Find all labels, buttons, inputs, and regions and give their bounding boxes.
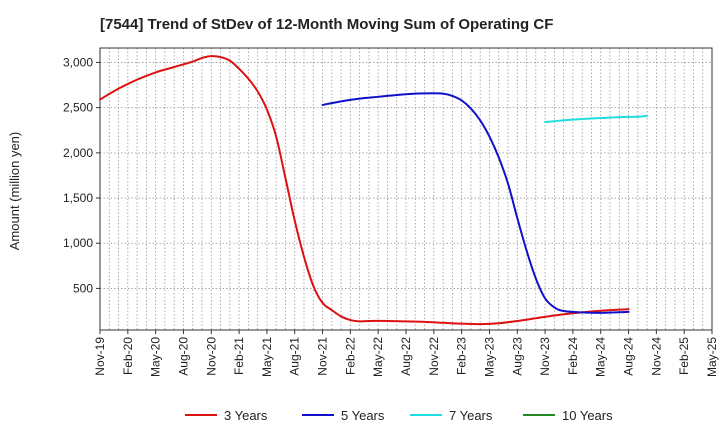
x-tick-label: Feb-20 <box>121 337 135 375</box>
x-tick-label: Feb-22 <box>343 337 357 375</box>
y-tick-label: 2,000 <box>63 146 93 160</box>
y-tick-label: 500 <box>73 281 93 295</box>
legend-label-3: 7 Years <box>449 408 493 423</box>
x-tick-labels: Nov-19 Feb-20 May-20 Aug-20 Nov-20 Feb-21 May-… <box>93 330 719 377</box>
series-line-1 <box>99 55 630 326</box>
y-axis-label: Amount (million yen) <box>7 132 22 251</box>
x-tick-label: Feb-21 <box>232 337 246 375</box>
y-tick-label: 2,500 <box>63 101 93 115</box>
x-tick-label: May-23 <box>482 337 496 377</box>
x-tick-label: Nov-21 <box>316 337 330 376</box>
x-tick-label: May-22 <box>371 337 385 377</box>
series-line-2 <box>321 92 630 314</box>
x-tick-label: Feb-24 <box>566 337 580 375</box>
legend-label-2: 5 Years <box>341 408 385 423</box>
x-tick-label: Feb-23 <box>455 337 469 375</box>
x-tick-label: Aug-21 <box>288 337 302 376</box>
y-tick-label: 1,500 <box>63 191 93 205</box>
x-tick-label: Nov-19 <box>93 337 107 376</box>
x-tick-label: Nov-23 <box>538 337 552 376</box>
x-tick-label: May-20 <box>149 337 163 377</box>
x-tick-label: Nov-22 <box>427 337 441 376</box>
legend-label-1: 3 Years <box>224 408 268 423</box>
x-tick-label: Aug-24 <box>622 337 636 376</box>
y-tick-labels: 500 1,000 1,500 2,000 2,500 3,000 <box>63 55 100 295</box>
series-line-3 <box>544 114 649 124</box>
x-tick-label: Aug-23 <box>510 337 524 376</box>
y-tick-label: 3,000 <box>63 55 93 69</box>
x-tick-label: May-24 <box>594 337 608 377</box>
x-tick-label: Aug-20 <box>176 337 190 376</box>
series-lines <box>99 55 649 326</box>
x-tick-label: Nov-20 <box>204 337 218 376</box>
x-tick-label: Nov-24 <box>649 337 663 376</box>
x-tick-label: May-21 <box>260 337 274 377</box>
legend: 3 Years 5 Years 7 Years 10 Years <box>185 408 613 423</box>
x-tick-label: Feb-25 <box>677 337 691 375</box>
x-tick-label: May-25 <box>705 337 719 377</box>
chart-title: [7544] Trend of StDev of 12-Month Moving… <box>100 16 553 33</box>
x-tick-label: Aug-22 <box>399 337 413 376</box>
y-tick-label: 1,000 <box>63 236 93 250</box>
grid <box>100 48 712 330</box>
legend-label-4: 10 Years <box>562 408 613 423</box>
